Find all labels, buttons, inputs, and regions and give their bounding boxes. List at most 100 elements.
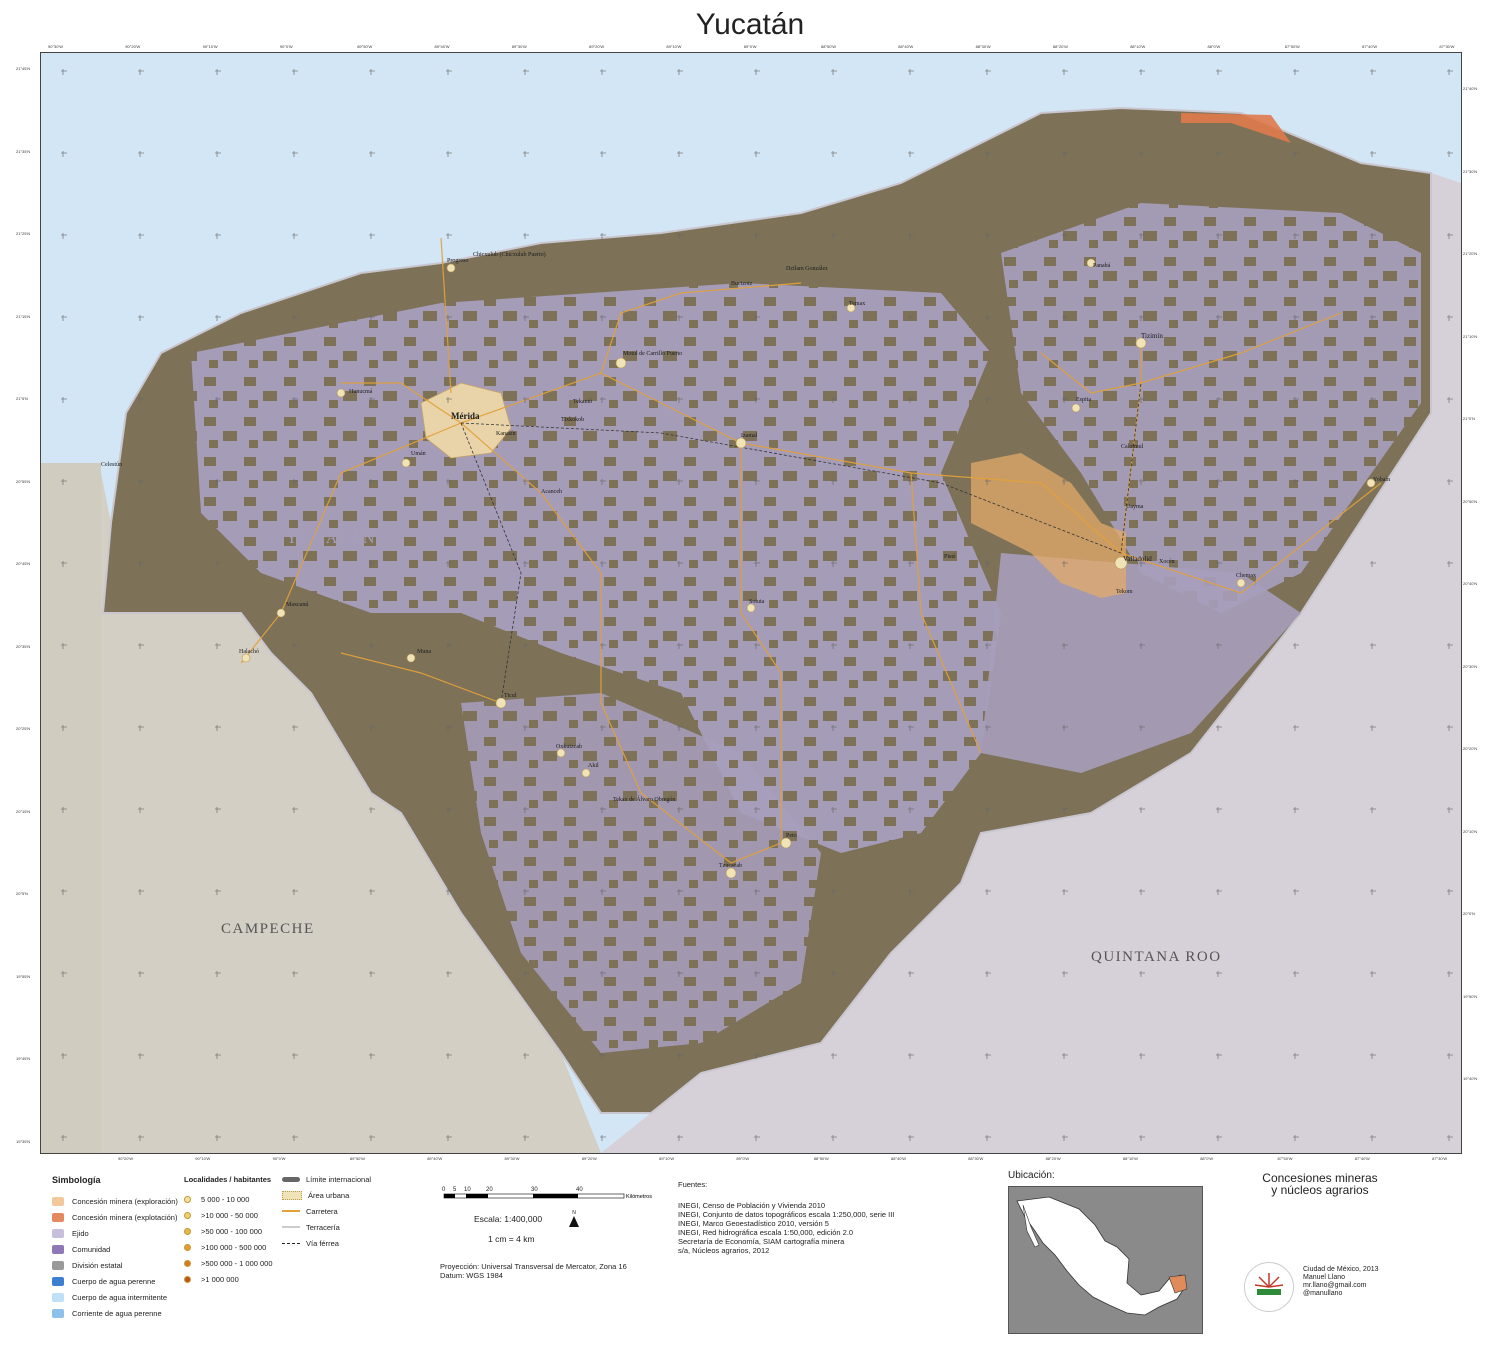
legend-urban-icon (282, 1190, 302, 1200)
axis-bottom-tick: 89°0'W (736, 1156, 750, 1161)
axis-top-tick: 88°50'W (821, 44, 837, 49)
settlements (241, 258, 1376, 879)
axis-top-tick: 90°20'W (125, 44, 141, 49)
legend-border-icon (282, 1176, 300, 1182)
axis-bottom-tick: 87°50'W (1277, 1156, 1293, 1161)
legend-road-icon (282, 1210, 300, 1212)
scale-tick-label: 0 (442, 1187, 446, 1193)
legend-pop-label: >500 000 - 1 000 000 (201, 1258, 273, 1268)
scale-tick-label: 5 (453, 1187, 457, 1193)
legend-item: Concesión minera (explotación) (52, 1209, 178, 1225)
axis-bottom-tick: 87°30'W (1432, 1156, 1448, 1161)
axis-left-tick: 19°35'N (16, 1138, 31, 1144)
axis-right-tick: 21°40'N (1463, 86, 1478, 91)
place-acanceh: Acanceh (541, 489, 562, 495)
axis-bottom-tick: 89°30'W (504, 1156, 520, 1161)
north-label: N (572, 1210, 576, 1216)
credit-handle: @manullano (1303, 1290, 1343, 1297)
axis-top-tick: 90°30'W (48, 44, 64, 49)
axis-left-tick: 19°45'N (16, 1056, 31, 1061)
axis-top-tick: 88°40'W (898, 44, 914, 49)
legend-line-item: Límite internacional (282, 1171, 371, 1187)
datum-text: Datum: WGS 1984 (440, 1271, 503, 1280)
place-chicxulub: Chicxulub (Chicxulub Puerto) (473, 251, 546, 258)
legend-item: Concesión minera (exploración) (52, 1193, 178, 1209)
axis-bottom-tick: 90°0'W (272, 1156, 286, 1161)
legend-line-label: Terracería (306, 1222, 340, 1232)
mexico-outline-icon (1016, 1196, 1188, 1316)
legend-swatch (52, 1212, 64, 1222)
place-izamal: Izamal (741, 433, 758, 439)
legend-area-items: Concesión minera (exploración) Concesión … (52, 1193, 178, 1321)
axis-left-tick: 21°15'N (16, 313, 31, 319)
legend-item: Comunidad (52, 1241, 178, 1257)
axis-right-tick: 21°0'N (1463, 416, 1475, 421)
place-muna: Muna (417, 649, 431, 655)
axis-right-tick: 20°0'N (1463, 911, 1475, 916)
axis-top-tick: 89°20'W (589, 44, 605, 49)
location-inset[interactable] (1008, 1186, 1203, 1334)
legend-pop-item: >500 000 - 1 000 000 (184, 1255, 273, 1271)
axis-right-tick: 19°50'N (1463, 993, 1478, 999)
place-tizimin: Tizimín (1141, 332, 1163, 340)
map-title: Yucatán (695, 8, 805, 41)
credit-email: mr.llano@gmail.com (1303, 1282, 1367, 1289)
legend-pop-dot (184, 1195, 191, 1203)
place-uman: Umán (411, 451, 426, 457)
source-line: Secretaría de Economía, SIAM cartografía… (678, 1237, 845, 1246)
legend-pop-item: >1 000 000 (184, 1271, 273, 1287)
map-frame[interactable]: YUCATÁN CAMPECHE QUINTANA ROO Mérida Pro… (40, 52, 1462, 1154)
source-line: INEGI, Red hidrográfica escala 1:50,000,… (678, 1228, 854, 1237)
legend-swatch (52, 1292, 64, 1302)
legend-line-label: Área urbana (308, 1190, 350, 1200)
place-tixkokob: Tixkokob (561, 417, 584, 423)
axis-right-tick: 20°20'N (1463, 746, 1478, 751)
legend-pop-label: >10 000 - 50 000 (201, 1210, 258, 1220)
place-peto: Peto (786, 833, 797, 839)
axis-bottom-tick: 88°30'W (968, 1156, 984, 1161)
legend-pop-label: >100 000 - 500 000 (201, 1242, 267, 1252)
legend-line-items: Límite internacional Área urbana Carretera… (282, 1171, 371, 1251)
map-subject: Concesiones mineras y núcleos agrarios (1240, 1172, 1400, 1196)
axis-right-tick: 21°10'N (1463, 333, 1478, 339)
place-chemax: Chemax (1236, 573, 1256, 579)
legend-pop-item: 5 000 - 10 000 (184, 1191, 273, 1207)
region-label-campeche: CAMPECHE (221, 921, 315, 937)
axis-bottom-tick: 89°20'W (581, 1156, 597, 1161)
legend-item-label: Corriente de agua perenne (72, 1308, 162, 1318)
axis-bottom-tick: 87°40'W (1354, 1156, 1370, 1161)
scale-tick-label: 40 (576, 1187, 583, 1193)
north-arrow-icon: N (568, 1210, 580, 1227)
legend-item-label: Concesión minera (exploración) (72, 1196, 178, 1206)
place-dzilam: Dzilam González (786, 266, 828, 272)
legend-item-label: Cuerpo de agua perenne (72, 1276, 156, 1286)
axis-top-tick: 88°20'W (1052, 44, 1068, 49)
place-maxcanu: Maxcanú (286, 602, 308, 608)
axis-right-tick: 20°50'N (1463, 498, 1478, 504)
scale-ratio: Escala: 1:400,000 (474, 1214, 543, 1224)
axis-top-tick: 88°30'W (975, 44, 991, 49)
place-valladolid: Valladolid (1123, 555, 1152, 563)
legend-swatch (52, 1308, 64, 1318)
scale-tick-label: 20 (486, 1187, 493, 1193)
legend-swatch (52, 1196, 64, 1206)
place-buctzotz: Buctzotz (731, 281, 753, 287)
place-tekom: Tekom (1116, 589, 1133, 595)
sources-title: Fuentes: (678, 1180, 708, 1189)
legend-item: Corriente de agua perenne (52, 1305, 178, 1321)
axis-top-tick: 89°10'W (666, 44, 682, 49)
map-subject-line-1: Concesiones mineras (1262, 1171, 1378, 1185)
axis-top-tick: 88°10'W (1130, 44, 1146, 49)
axis-left-tick: 21°5'N (16, 396, 28, 401)
place-labels: Mérida Progreso Chicxulub (Chicxulub Pue… (101, 251, 1390, 869)
axis-right-tick: 20°30'N (1463, 663, 1478, 669)
axis-left-tick: 20°45'N (16, 561, 31, 566)
legend-item-label: Ejido (72, 1228, 89, 1238)
location-label: Ubicación: (1008, 1170, 1055, 1181)
legend-item-label: Concesión minera (explotación) (72, 1212, 178, 1222)
axis-left-tick: 20°15'N (16, 808, 31, 814)
axis-left-tick: 20°55'N (16, 478, 31, 484)
place-progreso: Progreso (447, 258, 468, 264)
axis-top-tick: 89°30'W (511, 44, 527, 49)
source-line: INEGI, Censo de Población y Vivienda 201… (678, 1201, 826, 1210)
